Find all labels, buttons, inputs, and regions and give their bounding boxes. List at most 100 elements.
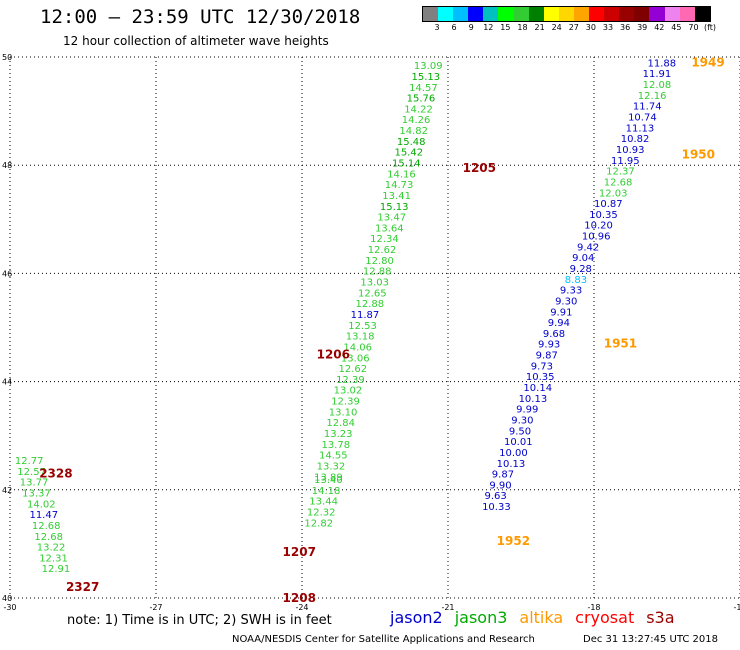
swh-value-jason2: 9.87	[492, 470, 514, 481]
track-label: 2328	[39, 467, 72, 481]
swh-value-jason3: 13.23	[324, 429, 353, 440]
swh-value-jason3: 13.78	[321, 440, 350, 451]
color-scale-tick: 30	[585, 23, 596, 32]
swh-value-jason3: 13.47	[377, 213, 406, 224]
color-swatch	[604, 7, 620, 21]
swh-value-jason2: 9.42	[577, 242, 599, 253]
swh-value-jason2: 10.33	[482, 502, 511, 513]
swh-value-s3a: 11.47	[29, 510, 58, 521]
color-swatch	[664, 7, 680, 21]
swh-value-jason2: 9.93	[538, 340, 560, 351]
swh-value-jason2: 9.99	[516, 405, 538, 416]
color-scale-tick: 21	[534, 23, 545, 32]
x-tick-label: -18	[587, 603, 600, 612]
swh-value-jason2: 10.14	[523, 383, 552, 394]
mission-legend-altika: altika	[519, 608, 564, 627]
swh-value-jason3: 14.26	[402, 115, 431, 126]
swh-value-jason2: 10.93	[616, 145, 645, 156]
color-swatch	[573, 7, 590, 21]
footer-timestamp: Dec 31 13:27:45 UTC 2018	[583, 634, 718, 645]
x-tick-label: -15	[733, 603, 740, 612]
swh-value-jason3: 12.82	[304, 518, 333, 529]
swh-value-jason2: 10.00	[499, 448, 528, 459]
swh-value-jason3: 13.09	[414, 61, 443, 72]
track-label: 1951	[604, 337, 637, 351]
color-swatch	[634, 7, 650, 21]
swh-value-jason2: 8.83	[565, 275, 587, 286]
swh-value-jason3: 12.32	[307, 507, 336, 518]
swh-value-s3a: 13.37	[22, 489, 51, 500]
color-scale-tick: 27	[568, 23, 579, 32]
swh-value-jason2: 10.87	[594, 199, 623, 210]
swh-value-jason2: 11.95	[611, 156, 640, 167]
swh-value-s3a: 12.68	[32, 521, 61, 532]
mission-legend-cryosat: cryosat	[575, 608, 635, 627]
color-swatch	[694, 7, 710, 21]
swh-value-jason2: 10.20	[584, 221, 613, 232]
swh-value-jason2: 9.28	[570, 264, 592, 275]
color-scale-tick: 39	[637, 23, 648, 32]
swh-value-jason3: 12.53	[348, 321, 377, 332]
color-swatch	[543, 7, 559, 21]
color-scale-tick: 18	[517, 23, 528, 32]
swh-value-jason2: 9.90	[489, 480, 511, 491]
swh-value-jason2: 9.33	[560, 286, 582, 297]
color-swatch	[423, 7, 439, 21]
color-swatch	[453, 7, 469, 21]
swh-value-jason2: 11.13	[626, 123, 655, 134]
color-scale-tick: 45	[671, 23, 682, 32]
swh-value-jason3: 14.16	[387, 169, 416, 180]
mission-legend: jason2 jason3 altika cryosat s3a	[390, 608, 675, 627]
color-scale-ticks: 3 6 9 12 15 18 21 24 27 30 33 36 39 42 45 70	[422, 23, 740, 35]
swh-value-jason2: 10.13	[519, 394, 548, 405]
track-label: 1950	[682, 147, 715, 161]
color-swatch	[619, 7, 635, 21]
swh-value-jason2: 12.68	[604, 177, 633, 188]
swh-value-jason3: 13.89	[314, 472, 343, 483]
color-scale-tick: 3	[434, 23, 440, 32]
swh-value-jason3: 13.02	[334, 386, 363, 397]
page-subtitle: 12 hour collection of altimeter wave hei…	[63, 34, 329, 48]
track-label: 1949	[691, 55, 724, 69]
color-scale-tick: 15	[500, 23, 511, 32]
track-label: 2327	[66, 580, 99, 594]
swh-value-jason2: 12.37	[606, 167, 635, 178]
swh-value-jason3: 14.82	[399, 126, 428, 137]
swh-value-jason3: 14.57	[409, 83, 438, 94]
color-scale-bar	[422, 6, 711, 22]
color-swatch	[438, 7, 454, 21]
swh-value-jason2: 9.73	[531, 361, 553, 372]
swh-value-jason2: 11.74	[633, 102, 662, 113]
color-swatch	[649, 7, 665, 21]
y-tick-label: 50	[2, 53, 12, 62]
note-text: note: 1) Time is in UTC; 2) SWH is in fe…	[67, 613, 332, 628]
mission-legend-jason3: jason3	[454, 608, 508, 627]
swh-value-s3a: 12.68	[34, 532, 63, 543]
swh-value-s3a: 13.22	[37, 543, 66, 554]
swh-value-jason3: 13.44	[309, 497, 338, 508]
swh-value-s3a: 12.31	[39, 553, 68, 564]
swh-value-jason2: 11.88	[648, 58, 677, 69]
swh-value-jason3: 13.18	[346, 332, 375, 343]
color-swatch	[589, 7, 605, 21]
swh-value-jason3: 13.10	[329, 407, 358, 418]
swh-value-jason2: 11.91	[643, 69, 672, 80]
color-scale-tick: 6	[451, 23, 457, 32]
swh-value-jason3: 12.88	[356, 299, 385, 310]
footer-credit: NOAA/NESDIS Center for Satellite Applica…	[232, 634, 535, 645]
swh-value-jason2: 12.08	[643, 80, 672, 91]
swh-value-s3a: 13.77	[20, 478, 49, 489]
color-scale-tick: 24	[551, 23, 562, 32]
swh-value-jason2: 9.50	[509, 426, 531, 437]
swh-value-s3a: 12.57	[17, 467, 46, 478]
swh-value-jason2: 10.96	[582, 232, 611, 243]
color-swatch	[498, 7, 514, 21]
swh-value-jason3: 13.32	[317, 461, 346, 472]
swh-value-jason2: 10.01	[504, 437, 533, 448]
swh-value-jason3: 15.13	[412, 72, 441, 83]
swh-value-jason3: 12.80	[365, 256, 394, 267]
y-tick-label: 44	[2, 378, 12, 387]
swh-value-jason2: 9.04	[572, 253, 594, 264]
x-tick-label: -27	[149, 603, 162, 612]
